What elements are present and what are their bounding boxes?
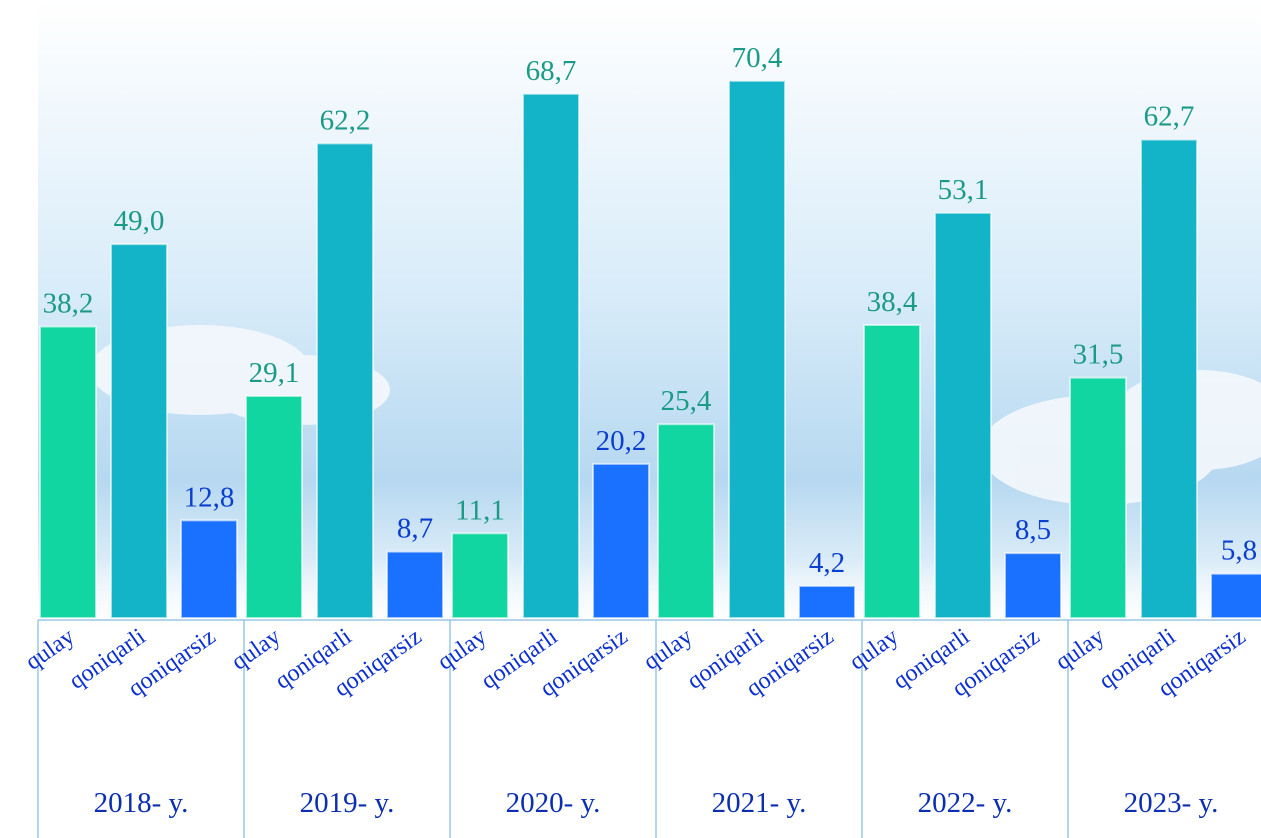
x-group-label: 2018- y.: [94, 787, 189, 819]
bar: [1069, 376, 1127, 619]
data-label: 31,5: [1073, 339, 1124, 371]
bar: [451, 532, 509, 620]
data-label: 62,7: [1144, 101, 1195, 133]
data-label: 11,1: [455, 494, 505, 526]
bar: [522, 92, 580, 620]
bar: [180, 519, 238, 619]
data-label: 8,5: [1015, 514, 1051, 546]
bar: [39, 325, 97, 619]
bar: [657, 423, 715, 619]
data-label: 8,7: [397, 513, 433, 545]
bar: [245, 394, 303, 620]
data-label: 53,1: [938, 174, 989, 206]
bar: [592, 462, 650, 619]
bar: [316, 142, 374, 619]
x-group-label: 2019- y.: [300, 787, 395, 819]
data-label: 38,2: [43, 288, 94, 320]
data-label: 49,0: [114, 205, 165, 237]
data-label: 29,1: [249, 357, 300, 389]
data-label: 5,8: [1221, 535, 1257, 567]
bar: [934, 211, 992, 620]
bar: [1210, 572, 1261, 619]
data-label: 12,8: [184, 481, 235, 513]
bar: [728, 79, 786, 619]
bar: [1004, 552, 1062, 620]
bar: [798, 584, 856, 619]
x-group-label: 2022- y.: [918, 787, 1013, 819]
data-label: 25,4: [661, 385, 712, 417]
bar: [863, 324, 921, 619]
bar: [386, 550, 444, 620]
bar: [1140, 138, 1198, 619]
bar: [110, 243, 168, 619]
data-label: 20,2: [596, 425, 647, 457]
x-group-label: 2023- y.: [1124, 787, 1219, 819]
data-label: 70,4: [732, 42, 783, 74]
x-group-label: 2020- y.: [506, 787, 601, 819]
data-label: 68,7: [526, 55, 577, 87]
x-group-label: 2021- y.: [712, 787, 807, 819]
data-label: 38,4: [867, 286, 918, 318]
data-label: 4,2: [809, 547, 845, 579]
data-label: 62,2: [320, 104, 371, 136]
